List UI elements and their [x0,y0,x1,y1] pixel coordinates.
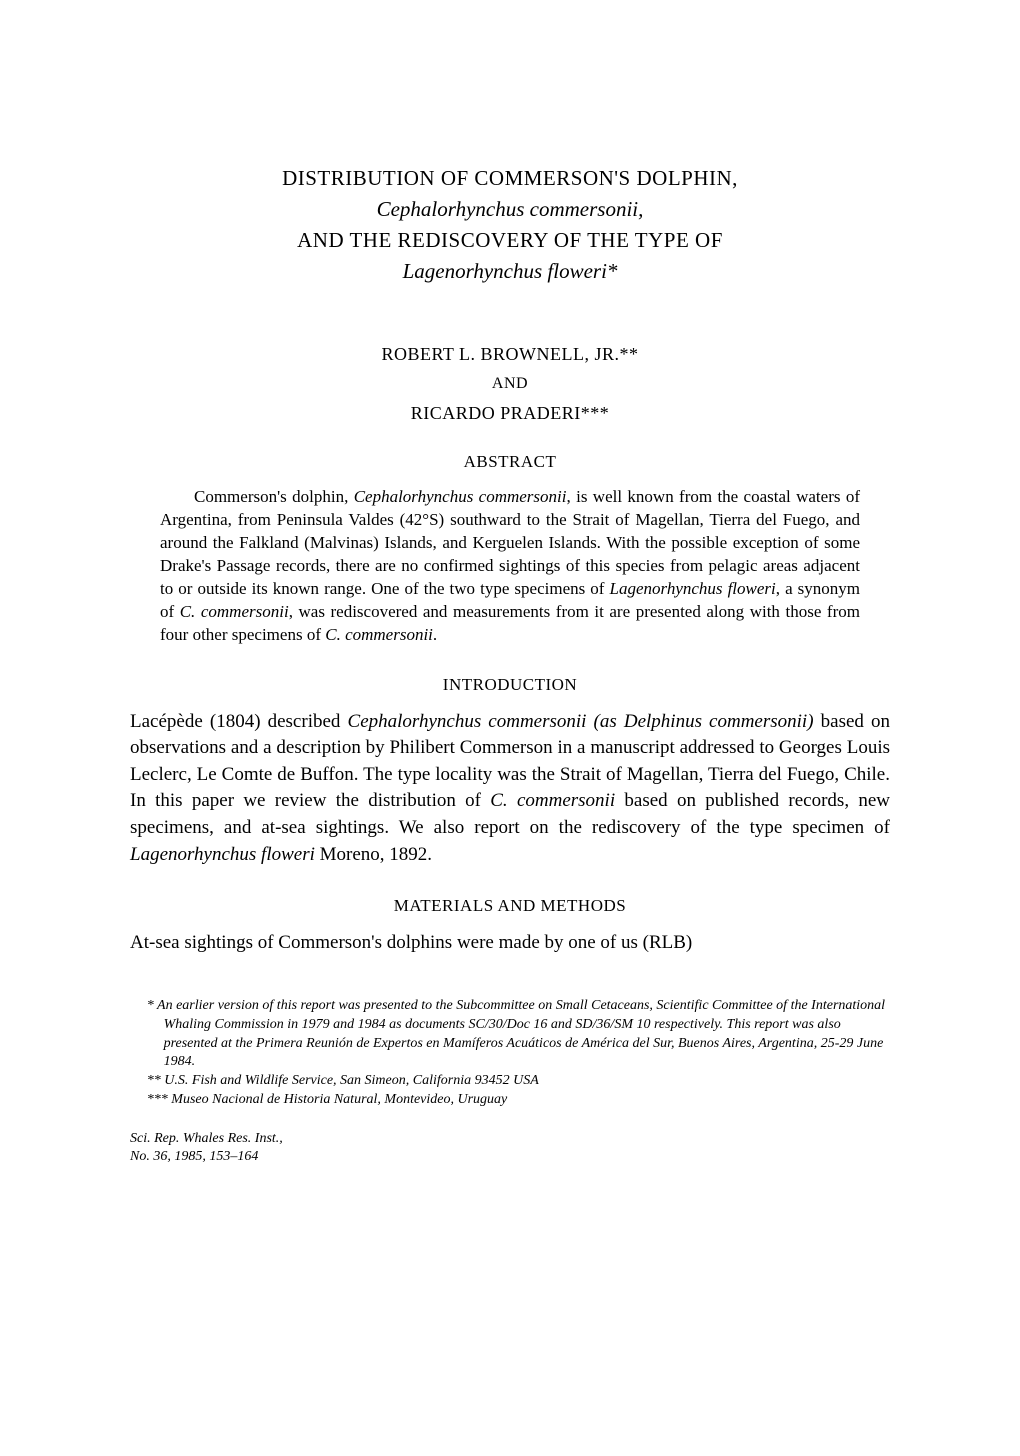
abstract-text-end: . [433,625,437,644]
journal-reference: Sci. Rep. Whales Res. Inst., No. 36, 198… [130,1130,890,1166]
methods-paragraph: At-sea sightings of Commerson's dolphins… [130,930,890,957]
title-line-4: Lagenorhynchus floweri* [130,259,890,284]
journal-line-2: No. 36, 1985, 153–164 [130,1148,890,1166]
footnote-1: * An earlier version of this report was … [130,997,890,1073]
abstract-body: Commerson's dolphin, Cephalorhynchus com… [160,486,860,647]
abstract-heading: ABSTRACT [130,452,890,472]
abstract-text-pre: Commerson's dolphin, [194,487,354,506]
title-line-3: AND THE REDISCOVERY OF THE TYPE OF [130,228,890,253]
abstract-species-1: Cephalorhynchus commersonii [354,487,567,506]
intro-species-1: Cephalorhynchus commersonii (as Delphinu… [348,711,814,732]
abstract-species-3: C. commersonii [180,602,289,621]
abstract-species-2: Lagenorhynchus floweri [610,579,776,598]
footnote-3: *** Museo Nacional de Historia Natural, … [130,1091,890,1110]
introduction-heading: INTRODUCTION [130,675,890,695]
abstract-species-4: C. commersonii [325,625,433,644]
paper-page: DISTRIBUTION OF COMMERSON'S DOLPHIN, Cep… [0,0,1020,1226]
methods-heading: MATERIALS AND METHODS [130,896,890,916]
footnote-2: ** U.S. Fish and Wildlife Service, San S… [130,1072,890,1091]
intro-species-2: C. commersonii [490,790,615,811]
title-block: DISTRIBUTION OF COMMERSON'S DOLPHIN, Cep… [130,166,890,284]
authors-and: AND [130,375,890,393]
intro-text-end: Moreno, 1892. [315,844,432,865]
journal-line-1: Sci. Rep. Whales Res. Inst., [130,1130,890,1148]
footnotes-block: * An earlier version of this report was … [130,997,890,1110]
title-line-1: DISTRIBUTION OF COMMERSON'S DOLPHIN, [130,166,890,191]
intro-species-3: Lagenorhynchus floweri [130,844,315,865]
introduction-paragraph: Lacépède (1804) described Cephalorhynchu… [130,709,890,869]
authors-block: ROBERT L. BROWNELL, JR.** AND RICARDO PR… [130,344,890,424]
title-line-2: Cephalorhynchus commersonii, [130,197,890,222]
author-1: ROBERT L. BROWNELL, JR.** [381,344,638,364]
intro-text-pre: Lacépède (1804) described [130,711,348,732]
author-2: RICARDO PRADERI*** [411,403,610,423]
